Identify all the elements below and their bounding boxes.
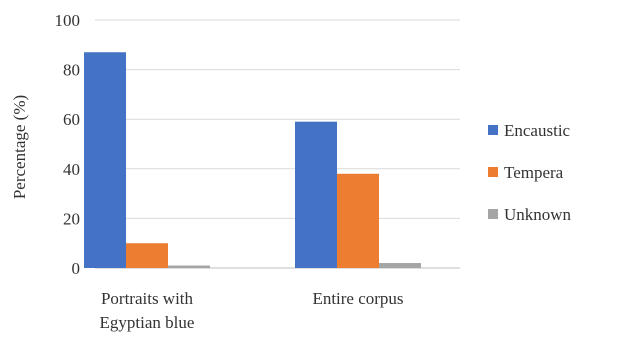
legend-swatch-unknown bbox=[488, 209, 498, 219]
legend-swatch-encaustic bbox=[488, 125, 498, 135]
legend: Encaustic Tempera Unknown bbox=[488, 121, 572, 224]
y-tick-labels: 0 20 40 60 80 100 bbox=[55, 11, 81, 278]
bar-encaustic-1 bbox=[84, 52, 126, 268]
y-tick-label: 0 bbox=[72, 259, 81, 278]
y-tick-label: 100 bbox=[55, 11, 81, 30]
x-tick-label: Portraits with bbox=[101, 289, 194, 308]
gridlines bbox=[95, 19, 460, 269]
y-tick-label: 60 bbox=[63, 110, 80, 129]
legend-swatch-tempera bbox=[488, 167, 498, 177]
bar-unknown-1 bbox=[168, 265, 210, 268]
legend-label-encaustic: Encaustic bbox=[504, 121, 571, 140]
y-axis-label: Percentage (%) bbox=[10, 95, 29, 199]
bar-encaustic-2 bbox=[295, 121, 337, 269]
x-tick-label: Entire corpus bbox=[312, 289, 403, 308]
y-tick-label: 80 bbox=[63, 61, 80, 80]
y-tick-label: 20 bbox=[63, 209, 80, 228]
x-tick-label: Egyptian blue bbox=[100, 313, 195, 332]
legend-label-tempera: Tempera bbox=[504, 163, 564, 182]
y-tick-label: 40 bbox=[63, 160, 80, 179]
bar-unknown-2 bbox=[379, 263, 421, 268]
bar-tempera-1 bbox=[126, 243, 168, 268]
bar-tempera-2 bbox=[337, 173, 379, 268]
x-tick-labels: Portraits with Egyptian blue Entire corpus bbox=[100, 289, 404, 332]
bars bbox=[84, 52, 421, 269]
legend-label-unknown: Unknown bbox=[504, 205, 572, 224]
